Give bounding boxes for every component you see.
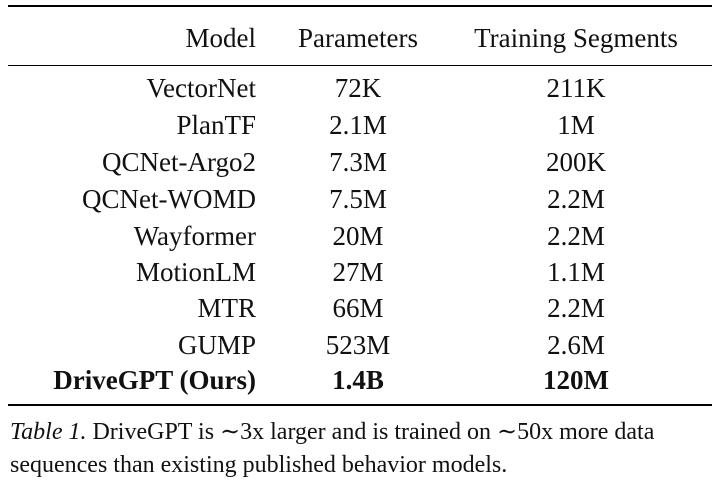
parameter-count: 66M (332, 293, 384, 323)
parameter-count: 27M (332, 257, 384, 287)
table-caption: Table 1. DriveGPT is ∼3x larger and is t… (10, 416, 722, 482)
parameter-count: 7.5M (329, 184, 387, 214)
training-segments: 200K (546, 147, 606, 177)
table-header-rule (8, 65, 712, 66)
header-parameters: Parameters (298, 23, 418, 53)
caption-text: DriveGPT is ∼3x larger and is trained on… (10, 419, 655, 478)
parameter-count: 20M (332, 221, 384, 251)
model-name: DriveGPT (Ours) (53, 365, 256, 395)
model-name: Wayformer (133, 221, 256, 251)
training-segments: 120M (543, 365, 609, 395)
training-segments: 1M (557, 110, 595, 140)
model-name: PlanTF (176, 110, 256, 140)
model-name: MTR (197, 293, 256, 323)
table-top-rule (8, 5, 712, 7)
parameter-count: 1.4B (332, 365, 384, 395)
parameter-count: 7.3M (329, 147, 387, 177)
model-name: VectorNet (146, 73, 256, 103)
training-segments: 2.2M (547, 184, 605, 214)
caption-label: Table 1. (10, 419, 87, 445)
training-segments: 211K (546, 73, 606, 103)
model-name: QCNet-WOMD (82, 184, 256, 214)
training-segments: 1.1M (547, 257, 605, 287)
model-name: GUMP (177, 330, 256, 360)
training-segments: 2.2M (547, 221, 605, 251)
table-bottom-rule (8, 404, 712, 406)
training-segments: 2.6M (547, 330, 605, 360)
parameter-count: 523M (325, 330, 391, 360)
training-segments: 2.2M (547, 293, 605, 323)
header-training-segments: Training Segments (474, 23, 678, 53)
header-model: Model (185, 23, 257, 53)
model-name: QCNet-Argo2 (102, 147, 256, 177)
parameter-count: 72K (334, 73, 382, 103)
parameter-count: 2.1M (329, 110, 387, 140)
model-name: MotionLM (135, 257, 256, 287)
